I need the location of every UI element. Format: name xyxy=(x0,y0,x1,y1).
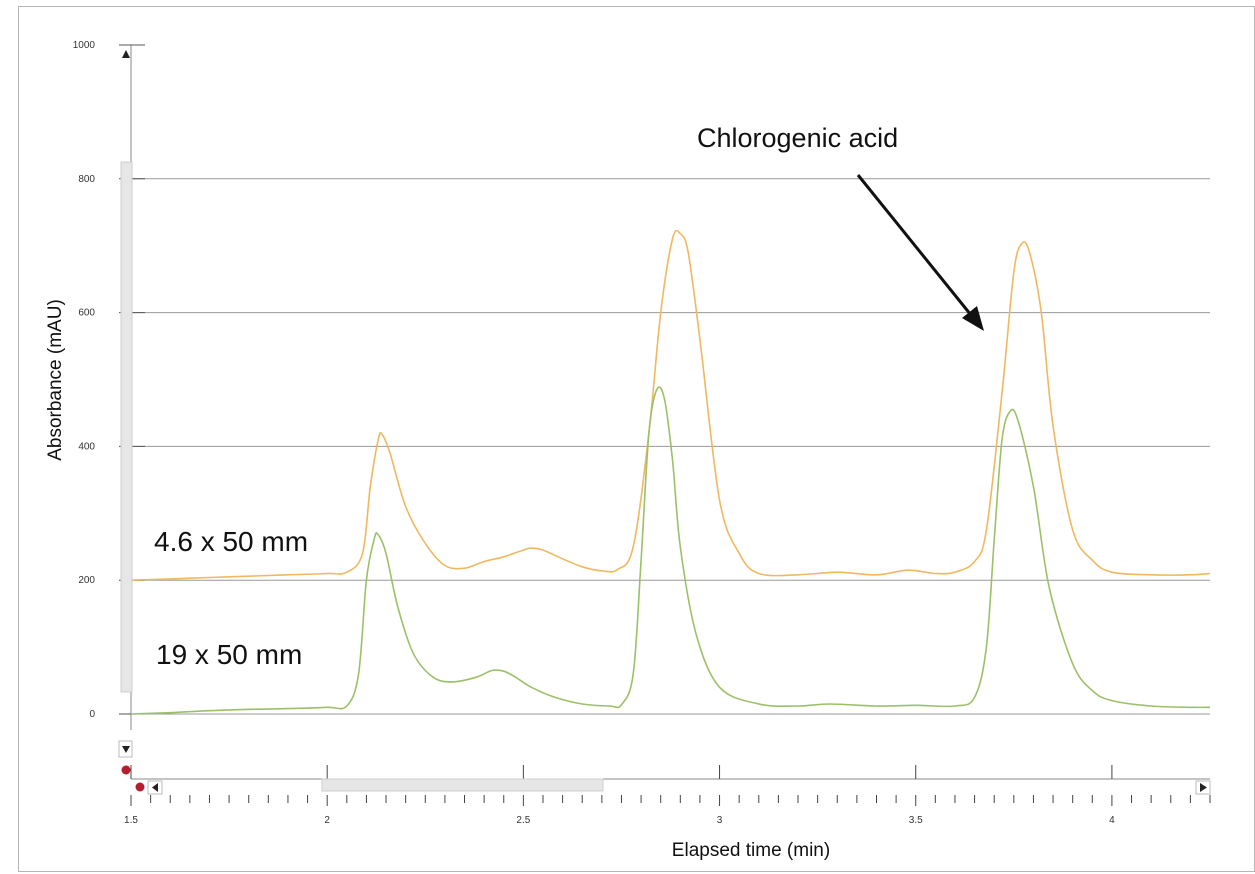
x-tick-label: 2 xyxy=(324,815,330,826)
x-tick-label: 3 xyxy=(717,815,723,826)
grid-lines xyxy=(131,178,1210,715)
y-axis: 0 200 400 600 800 1000 xyxy=(73,40,145,730)
series-line xyxy=(130,229,1211,581)
x-axis-title: Elapsed time (min) xyxy=(672,840,830,861)
annotation-label: Chlorogenic acid xyxy=(697,123,898,153)
x-axis: 1.5 2 2.5 3 3.5 4 xyxy=(124,765,1211,826)
x-tick-label: 3.5 xyxy=(909,815,923,826)
y-axis-title: Absorbance (mAU) xyxy=(45,299,66,461)
chart-frame xyxy=(18,6,1255,872)
x-tick-label: 1.5 xyxy=(124,815,138,826)
y-tick-label: 0 xyxy=(89,709,95,720)
zoom-marker-icon[interactable] xyxy=(121,765,131,775)
x-tick-label: 2.5 xyxy=(516,815,530,826)
x-scrollbar[interactable] xyxy=(321,778,604,792)
series-lines xyxy=(130,229,1211,715)
y-scroll-down-arrow-icon[interactable] xyxy=(118,740,133,758)
series-line xyxy=(130,386,1211,715)
y-scroll-up-arrow-icon[interactable] xyxy=(122,50,130,58)
y-tick-label: 800 xyxy=(78,174,95,185)
annotation-arrow xyxy=(856,174,984,331)
y-tick-label: 400 xyxy=(78,441,95,452)
x-tick-label: 4 xyxy=(1109,815,1115,826)
zoom-marker-icon[interactable] xyxy=(135,782,145,792)
series-label: 4.6 x 50 mm xyxy=(154,526,308,557)
y-tick-label: 600 xyxy=(78,308,95,319)
x-scroll-left-arrow-icon[interactable] xyxy=(147,780,163,795)
y-scrollbar[interactable] xyxy=(120,161,133,693)
series-label: 19 x 50 mm xyxy=(156,639,302,670)
x-scroll-right-arrow-icon[interactable] xyxy=(1195,780,1211,795)
y-tick-label: 1000 xyxy=(73,40,96,51)
y-tick-label: 200 xyxy=(78,575,95,586)
